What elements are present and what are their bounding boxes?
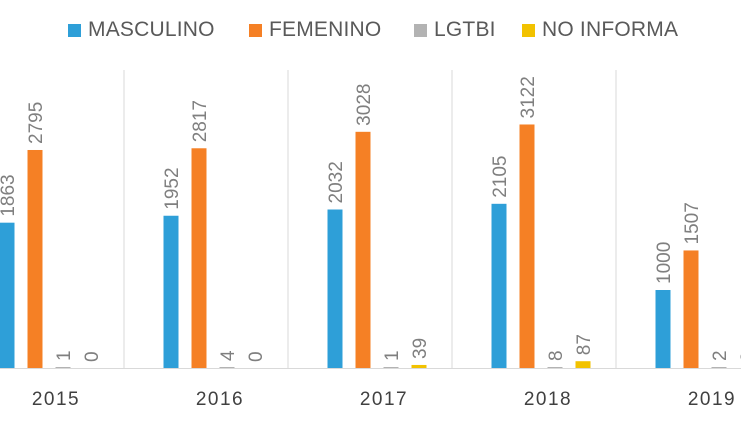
data-label: 1863: [0, 174, 19, 216]
data-label: 2105: [490, 156, 511, 198]
bar: [163, 215, 179, 368]
data-label: 0: [738, 351, 741, 362]
bar: [219, 367, 235, 368]
legend-swatch-lgtbi: [414, 23, 427, 37]
bar: [383, 367, 399, 368]
legend: MASCULINO FEMENINO LGTBI NO INFORMA: [0, 14, 741, 46]
data-label: 8: [546, 350, 567, 361]
legend-label-femenino: FEMENINO: [269, 18, 382, 41]
legend-item-masculino: MASCULINO: [68, 14, 215, 46]
x-tick-label: 2016: [196, 389, 244, 410]
bar: [711, 367, 727, 368]
bar: [547, 367, 563, 368]
data-label: 3028: [354, 84, 375, 126]
data-label: 2032: [326, 161, 347, 203]
data-label: 0: [82, 351, 103, 362]
bar: [519, 124, 535, 368]
legend-swatch-masculino: [68, 23, 81, 37]
legend-swatch-femenino: [249, 23, 262, 37]
bar: [55, 367, 71, 368]
data-label: 2: [710, 350, 731, 361]
legend-item-no-informa: NO INFORMA: [522, 14, 678, 46]
legend-item-lgtbi: LGTBI: [414, 14, 496, 46]
legend-label-masculino: MASCULINO: [88, 18, 215, 41]
data-label: 0: [246, 351, 267, 362]
legend-swatch-no-informa: [522, 23, 535, 37]
x-tick-label: 2018: [524, 389, 572, 410]
data-label: 2795: [26, 102, 47, 144]
data-label: 39: [410, 338, 431, 359]
data-label: 1000: [654, 242, 675, 284]
data-label: 3122: [518, 76, 539, 118]
data-label: 1507: [682, 202, 703, 244]
bar: [491, 203, 507, 368]
bar: [327, 209, 343, 368]
data-label: 4: [218, 350, 239, 361]
legend-label-no-informa: NO INFORMA: [542, 18, 679, 41]
bar: [683, 250, 699, 368]
bar: [27, 149, 43, 368]
legend-item-femenino: FEMENINO: [249, 14, 381, 46]
data-label: 1952: [162, 167, 183, 209]
bar: [0, 222, 15, 368]
bar: [411, 364, 427, 368]
bar: [191, 148, 207, 368]
x-tick-label: 2015: [32, 389, 80, 410]
x-tick-label: 2017: [360, 389, 408, 410]
bar: [655, 290, 671, 368]
data-label: 2817: [190, 100, 211, 142]
bar: [575, 361, 591, 368]
data-label: 1: [54, 350, 75, 361]
legend-label-lgtbi: LGTBI: [434, 18, 496, 41]
x-tick-label: 2019: [688, 389, 736, 410]
bar: [355, 131, 371, 368]
data-label: 87: [574, 334, 595, 355]
data-label: 1: [382, 350, 403, 361]
